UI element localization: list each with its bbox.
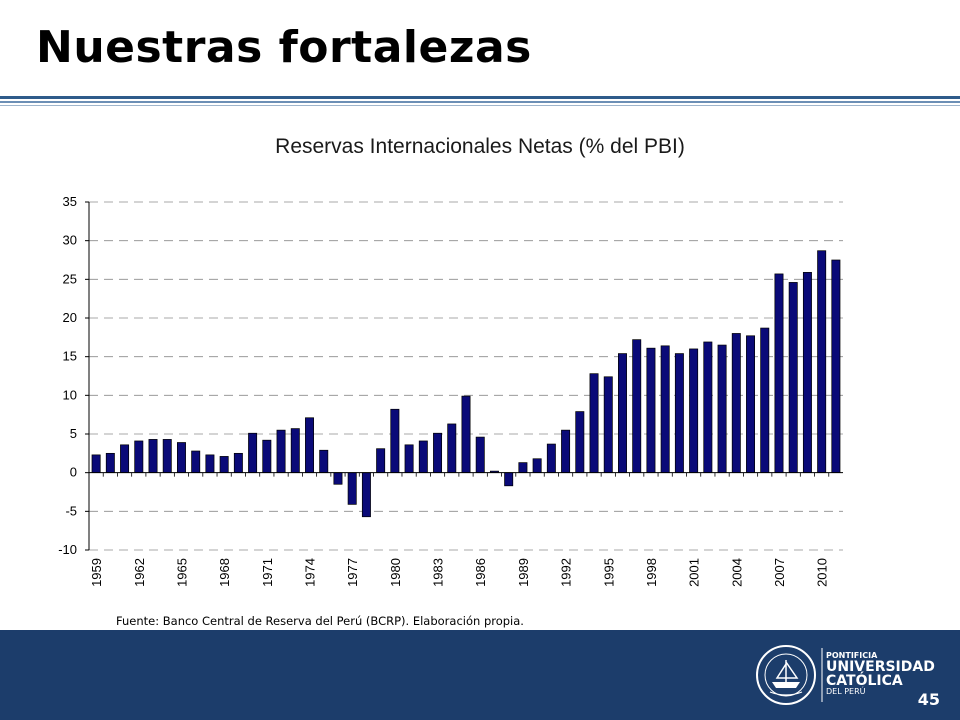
- x-tick-label: 1992: [559, 558, 574, 587]
- y-tick-label: 20: [63, 310, 77, 325]
- y-tick-label: 0: [70, 465, 77, 480]
- x-tick-label: 1998: [644, 558, 659, 587]
- bar: [91, 454, 101, 474]
- logo-line-3: CATÓLICA: [826, 673, 903, 689]
- y-tick-label: 10: [63, 387, 77, 402]
- university-seal-icon: [756, 645, 823, 705]
- bar: [689, 348, 699, 474]
- y-tick-label: 25: [63, 271, 77, 286]
- bar: [248, 432, 258, 474]
- bar: [618, 353, 627, 474]
- bar: [105, 452, 115, 474]
- bar: [831, 259, 841, 474]
- bar: [660, 345, 670, 474]
- bar: [589, 373, 599, 474]
- bar: [561, 429, 571, 474]
- x-tick-label: 1971: [260, 558, 275, 587]
- bar: [632, 339, 642, 474]
- page-number: 45: [917, 690, 940, 709]
- logo-line-4: DEL PERÚ: [826, 687, 866, 696]
- bar: [390, 408, 400, 474]
- logo-line-1: PONTIFICIA: [826, 651, 878, 660]
- university-logo-text: PONTIFICIA UNIVERSIDAD CATÓLICA DEL PERÚ: [826, 652, 935, 696]
- bar: [148, 439, 158, 474]
- x-tick-label: 1965: [174, 558, 189, 587]
- bar: [290, 428, 300, 474]
- title-rule: [0, 96, 960, 108]
- x-tick-label: 2010: [815, 558, 830, 587]
- bar: [646, 347, 656, 474]
- x-tick-label: 1983: [431, 558, 446, 587]
- bar: [333, 472, 343, 485]
- bar: [802, 272, 812, 474]
- bar: [717, 344, 727, 474]
- x-tick-label: 1962: [132, 558, 147, 587]
- bar: [361, 472, 371, 518]
- x-tick-label: 2004: [729, 558, 744, 587]
- bar: [205, 454, 215, 474]
- bar: [518, 462, 528, 474]
- x-tick-label: 1977: [345, 558, 360, 587]
- x-tick-label: 1959: [89, 558, 104, 587]
- bar: [760, 327, 770, 474]
- y-tick-label: 15: [63, 349, 77, 364]
- x-tick-label: 1968: [217, 558, 232, 587]
- bar: [319, 449, 329, 474]
- bar: [603, 376, 613, 474]
- footer-band: [0, 630, 960, 720]
- bar: [703, 341, 713, 474]
- y-tick-label: 35: [63, 194, 77, 209]
- bar: [262, 439, 272, 474]
- bar: [233, 452, 243, 474]
- bar: [746, 335, 756, 474]
- bar: [162, 439, 172, 474]
- x-tick-label: 1974: [303, 558, 318, 587]
- bar: [461, 395, 471, 474]
- bar: [731, 333, 741, 474]
- chart-title: Reservas Internacionales Netas (% del PB…: [275, 135, 685, 158]
- bar: [120, 444, 130, 474]
- y-tick-label: -10: [58, 542, 77, 557]
- x-tick-label: 1989: [516, 558, 531, 587]
- bar: [418, 440, 428, 474]
- bar: [546, 443, 556, 474]
- bar: [276, 429, 286, 474]
- bar: [305, 417, 314, 474]
- bar: [475, 436, 485, 474]
- x-tick-label: 1986: [473, 558, 488, 587]
- bar: [219, 456, 229, 474]
- y-tick-label: 30: [63, 233, 77, 248]
- bar: [176, 442, 186, 474]
- bar: [674, 353, 684, 474]
- bar-chart: 35 30 25 20 15 10 5 0 -5 -10 1959 1962 1965 1968 1971 1…: [58, 194, 843, 587]
- bar: [347, 472, 357, 505]
- bar: [447, 423, 457, 474]
- x-tick-label: 2001: [687, 558, 702, 587]
- bar: [433, 432, 443, 474]
- y-tick-label: 5: [70, 426, 77, 441]
- bar: [774, 273, 784, 474]
- x-tick-label: 2007: [772, 558, 787, 587]
- bar: [191, 450, 201, 474]
- bar: [788, 282, 798, 474]
- slide-title: Nuestras fortalezas: [36, 22, 532, 73]
- bar: [817, 250, 827, 474]
- logo-line-2: UNIVERSIDAD: [826, 659, 935, 675]
- y-tick-label: -5: [65, 503, 77, 518]
- bar: [404, 444, 414, 474]
- bar: [504, 472, 514, 487]
- bar: [532, 458, 542, 474]
- bar: [376, 448, 386, 474]
- bar: [134, 440, 144, 474]
- x-tick-label: 1980: [388, 558, 403, 587]
- bar: [575, 411, 585, 474]
- source-note: Fuente: Banco Central de Reserva del Per…: [116, 614, 524, 628]
- x-tick-label: 1995: [601, 558, 616, 587]
